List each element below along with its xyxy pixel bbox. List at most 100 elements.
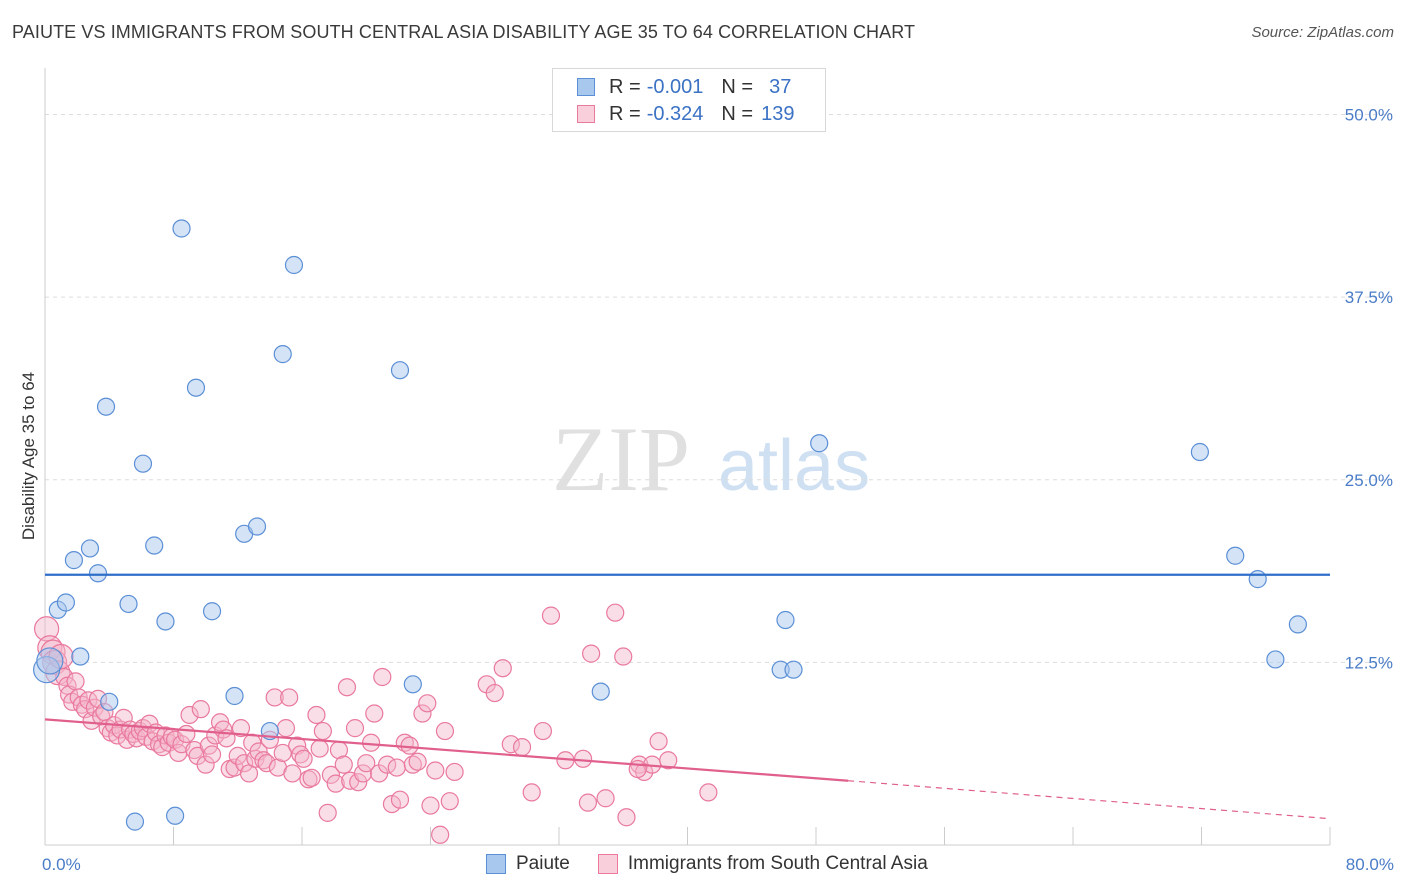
pink-point [34,616,60,642]
pink-point [177,724,196,744]
blue-point [1226,546,1245,565]
tick-labels: 12.5% 25.0% 37.5% 50.0% 0.0% 80.0% [42,106,1394,874]
pink-point [310,739,329,758]
blue-point [403,675,422,694]
pink-point [614,647,633,666]
pink-point [541,606,561,625]
pink-point [493,659,512,678]
chart-title: PAIUTE VS IMMIGRANTS FROM SOUTH CENTRAL … [12,22,916,42]
pink-point [345,719,365,738]
legend-n-value: 139 [761,102,795,125]
blue-point [156,612,175,631]
axes [44,68,1331,846]
series-label-immigrants: Immigrants from South Central Asia [627,853,928,874]
pink-point [302,768,321,787]
source-credit: Source: ZipAtlas.com [1251,24,1394,41]
pink-point [79,691,98,710]
blue-point [145,536,164,555]
blue-point [88,564,108,583]
pink-point [307,705,326,725]
pink-point [403,755,422,774]
legend-r-value: -0.324 [646,102,704,125]
pink-point [283,764,302,783]
legend-r-label: R = [609,75,641,98]
pink-point [606,603,625,622]
pink-point [196,755,215,774]
pink-point [522,783,541,802]
blue-point [186,378,206,397]
pink-point [418,694,437,713]
pink-series-points [34,603,718,844]
pink-point [373,667,392,687]
pink-point [512,738,532,757]
blue-point [71,647,90,666]
pink-point [294,749,313,768]
pink-point [659,751,678,770]
pink-point [582,644,601,663]
blue-point [1190,442,1209,462]
blue-point [166,806,185,825]
pink-point [390,790,410,809]
watermark-zip: ZIP [552,408,690,510]
legend-swatch-pink [577,105,595,123]
pink-point [353,764,373,783]
blue-point [172,219,191,238]
pink-point [337,678,357,697]
blue-point [80,539,100,558]
blue-point [36,647,64,675]
pink-point [485,683,504,703]
blue-point [96,397,116,416]
pink-trend-line [44,718,849,782]
pink-point [357,754,376,773]
pink-point [321,765,341,784]
y-tick-label: 25.0% [1345,471,1393,490]
pink-point [408,752,427,771]
pink-point [180,705,199,725]
blue-point [119,594,138,614]
blue-point [591,682,610,701]
pink-point [276,719,296,738]
blue-point [284,255,304,275]
pink-point [185,740,204,760]
pink-point [254,751,273,770]
legend-r-value: -0.001 [646,75,704,98]
pink-point [265,688,284,707]
pink-point [435,721,455,741]
blue-point [273,345,292,364]
pink-point [313,721,332,741]
series-legend: Paiute Immigrants from South Central Asi… [486,852,956,876]
pink-trend-line-extension [848,780,1331,820]
pink-point [191,700,210,719]
blue-point [247,517,267,536]
pink-point [596,789,615,808]
series-legend-paiute[interactable]: Paiute [486,853,570,875]
pink-point [501,735,520,754]
legend-r-label: R = [609,102,641,125]
blue-point [390,361,410,380]
blue-point [202,602,222,621]
series-label-paiute: Paiute [516,853,570,874]
x-tick-label: 80.0% [1346,855,1394,874]
blue-point [64,551,84,570]
blue-point [100,692,119,711]
correlation-legend: R = -0.001 N = 37 R = -0.324 N = 139 [552,68,826,132]
blue-series-points [33,219,1307,831]
y-tick-label: 50.0% [1345,106,1393,125]
grid-lines [45,114,1392,663]
pink-point [445,762,464,782]
pink-point [533,721,553,741]
series-legend-immigrants[interactable]: Immigrants from South Central Asia [597,853,928,875]
pink-point [431,825,450,844]
pink-point [228,746,247,765]
legend-n-label: N = [721,75,754,98]
blue-point [1288,615,1307,634]
watermark-atlas: atlas [718,426,870,506]
blue-point [1248,570,1267,589]
pink-point [334,755,353,774]
blue-point [133,454,153,473]
pink-point [628,759,647,779]
pink-point [578,793,598,812]
pink-point [426,761,445,780]
trend-lines [44,573,1331,820]
